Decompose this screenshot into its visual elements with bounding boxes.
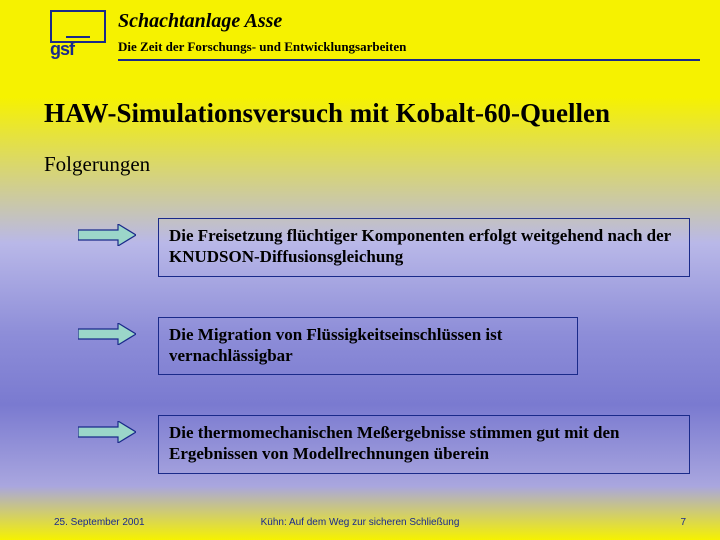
logo-mark	[50, 10, 106, 43]
bullet-text: Die Migration von Flüssigkeitseinschlüss…	[158, 317, 578, 376]
bullet-text: Die Freisetzung flüchtiger Komponenten e…	[158, 218, 690, 277]
bullet-item: Die Freisetzung flüchtiger Komponenten e…	[78, 218, 690, 277]
site-subtitle: Die Zeit der Forschungs- und Entwicklung…	[118, 39, 700, 57]
footer-caption: Kühn: Auf dem Weg zur sicheren Schließun…	[261, 517, 460, 528]
footer-page-number: 7	[680, 517, 686, 528]
header-rule	[118, 59, 700, 61]
bullet-item: Die Migration von Flüssigkeitseinschlüss…	[78, 317, 690, 376]
logo: gsf	[50, 10, 108, 60]
bullet-list: Die Freisetzung flüchtiger Komponenten e…	[78, 218, 690, 514]
site-title: Schachtanlage Asse	[118, 10, 700, 33]
bullet-item: Die thermomechanischen Meßergebnisse sti…	[78, 415, 690, 474]
page-title: HAW-Simulationsversuch mit Kobalt-60-Que…	[44, 98, 610, 129]
arrow-shape	[78, 421, 136, 443]
header: gsf Schachtanlage Asse Die Zeit der Fors…	[50, 10, 700, 61]
arrow-icon	[78, 323, 136, 345]
arrow-icon	[78, 224, 136, 246]
arrow-icon	[78, 421, 136, 443]
header-text: Schachtanlage Asse Die Zeit der Forschun…	[114, 10, 700, 61]
bullet-text: Die thermomechanischen Meßergebnisse sti…	[158, 415, 690, 474]
arrow-shape	[78, 224, 136, 246]
footer-date: 25. September 2001	[54, 517, 145, 528]
arrow-shape	[78, 323, 136, 345]
section-heading: Folgerungen	[44, 152, 150, 177]
footer: 25. September 2001 Kühn: Auf dem Weg zur…	[0, 517, 720, 528]
